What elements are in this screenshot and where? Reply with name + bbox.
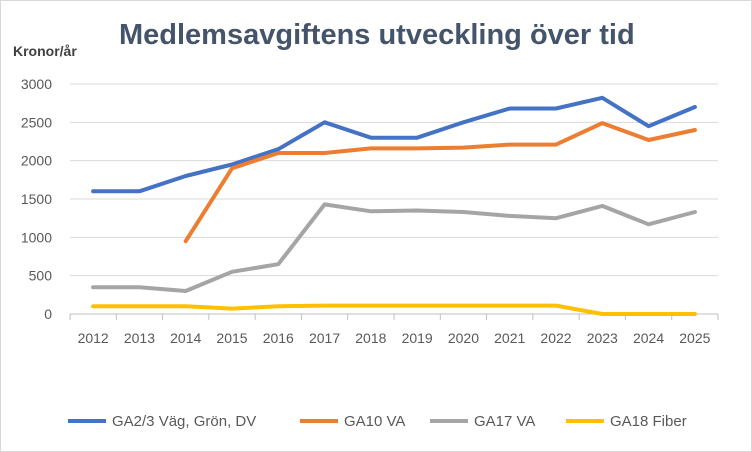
y-tick-label: 3000 [21, 76, 52, 92]
x-tick-label: 2012 [78, 330, 109, 346]
series-line-2 [183, 121, 697, 244]
y-tick-label: 2500 [21, 114, 52, 130]
x-tick-label: 2015 [216, 330, 247, 346]
x-tick-label: 2013 [124, 330, 155, 346]
legend: GA2/3 Väg, Grön, DV GA10 VA GA17 VA GA18 Fi… [68, 413, 687, 430]
legend-label-3: GA17 VA [474, 413, 535, 430]
legend-label-4: GA18 Fiber [610, 413, 687, 430]
x-tick-label: 2016 [263, 330, 294, 346]
y-tick-label: 1000 [21, 229, 52, 245]
x-tick-label: 2025 [679, 330, 710, 346]
x-tick-label: 2024 [633, 330, 664, 346]
x-tick-label: 2019 [402, 330, 433, 346]
x-tick-label: 2018 [355, 330, 386, 346]
x-tick-label: 2022 [540, 330, 571, 346]
y-axis-label: Kronor/år [13, 43, 77, 59]
gridlines [70, 83, 718, 277]
x-axis: 2012 2013 2014 2015 2016 2017 2018 2019 2020 2021… [69, 313, 719, 346]
x-tick-label: 2014 [170, 330, 201, 346]
series-line-4 [91, 303, 697, 316]
series-lines [91, 95, 697, 316]
legend-label-1: GA2/3 Väg, Grön, DV [112, 413, 256, 430]
legend-label-2: GA10 VA [344, 413, 405, 430]
chart-title: Medlemsavgiftens utveckling över tid [119, 19, 635, 51]
y-tick-label: 1500 [21, 191, 52, 207]
x-tick-label: 2021 [494, 330, 525, 346]
series-line-1 [91, 95, 697, 194]
x-tick-label: 2020 [448, 330, 479, 346]
y-tick-label: 2000 [21, 153, 52, 169]
y-tick-label: 0 [44, 306, 52, 322]
x-tick-label: 2023 [587, 330, 618, 346]
y-tick-labels: 0 500 1000 1500 2000 2500 3000 [21, 76, 52, 322]
y-tick-label: 500 [29, 268, 53, 284]
x-tick-label: 2017 [309, 330, 340, 346]
series-line-3 [91, 202, 697, 293]
